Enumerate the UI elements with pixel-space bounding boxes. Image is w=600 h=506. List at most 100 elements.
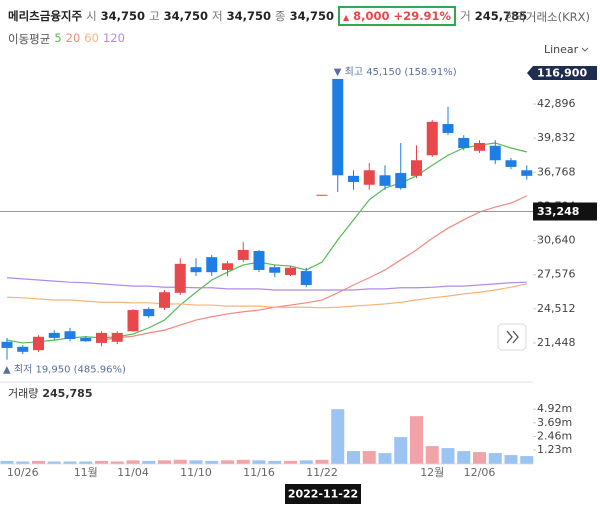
ma-legend-item: 5 <box>54 31 62 45</box>
x-tick-label: 10/26 <box>7 466 39 479</box>
y-tick-label: 39,832 <box>537 131 576 144</box>
candle-body <box>379 175 391 186</box>
max-arrow: ▼ <box>334 67 345 78</box>
candle-body <box>237 249 249 260</box>
candle-body <box>521 170 533 176</box>
volume-bar <box>425 446 439 464</box>
candle-body <box>489 145 501 161</box>
candle-body <box>426 121 438 156</box>
ma-line <box>101 195 528 341</box>
price-tag: 116,900 <box>537 67 587 80</box>
candle-body <box>395 173 407 189</box>
ma-legend-item: 20 <box>65 31 81 45</box>
field-value: 34,750 <box>163 9 209 23</box>
volume-bar <box>173 459 187 464</box>
volume-tick-label: 3.69m <box>537 416 572 429</box>
candle-body <box>474 142 485 151</box>
max-label: 최고 45,150 (158.91%) <box>345 66 457 78</box>
ma-legend-item: 60 <box>84 31 99 45</box>
volume-bar <box>315 459 329 464</box>
field-label: 종 <box>275 9 286 23</box>
min-label: 최저 19,950 (485.96%) <box>14 364 126 376</box>
stock-name: 메리츠금융지주 <box>8 9 83 23</box>
volume-bar <box>126 460 140 464</box>
ma-line <box>6 277 527 291</box>
volume-bar <box>205 460 219 464</box>
y-tick-label: 27,576 <box>537 268 576 281</box>
price-tag-bg <box>527 66 597 80</box>
candle-body <box>206 257 218 273</box>
volume-value: 245,785 <box>474 9 528 23</box>
volume-label: 거 <box>460 9 471 23</box>
volume-tick-label: 2.46m <box>537 429 572 442</box>
field-label: 저 <box>212 9 223 23</box>
y-tick-label: 24,512 <box>537 302 576 315</box>
volume-bar <box>0 460 14 464</box>
candle-body <box>411 160 422 176</box>
crosshair-price: 33,248 <box>537 205 579 218</box>
ma-legend-item: 120 <box>102 31 125 45</box>
volume-bar <box>63 461 77 464</box>
candle-body <box>348 175 359 182</box>
scroll-button[interactable] <box>497 323 527 351</box>
candle-body <box>174 263 186 293</box>
scale-chevron[interactable] <box>581 47 589 52</box>
volume-bar <box>252 460 266 464</box>
volume-bar <box>473 452 486 464</box>
field-value: 34,750 <box>226 9 272 23</box>
x-tick-label: 12월 <box>420 466 444 479</box>
volume-bar <box>520 456 534 464</box>
volume-bar <box>441 448 455 464</box>
volume-bar <box>142 460 156 464</box>
volume-tick-label: 4.92m <box>537 402 572 415</box>
volume-bar <box>16 461 30 464</box>
x-tick-label: 11/16 <box>243 466 275 479</box>
scale-label[interactable]: Linear <box>544 43 579 56</box>
volume-bar <box>236 459 250 464</box>
ma-line <box>6 283 527 309</box>
candle-body <box>316 194 328 196</box>
candle-body <box>96 332 107 343</box>
ma-legend-title: 이동평균 <box>8 32 51 46</box>
change-box: ▲ 8,000 +29.91% <box>338 6 457 26</box>
scale-toggle[interactable]: Linear <box>544 43 589 56</box>
x-tick-label: 12/06 <box>464 466 496 479</box>
change: 8,000 +29.91% <box>353 9 452 23</box>
candle-body <box>64 331 76 340</box>
min-annotation: ▲ 최저 19,950 (485.96%) <box>3 364 126 376</box>
candle-body <box>143 308 155 317</box>
candle-body <box>222 263 233 270</box>
x-tick-label: 11/10 <box>180 466 212 479</box>
y-tick-label: 42,896 <box>537 97 576 110</box>
candle-body <box>111 332 123 342</box>
candle-body <box>190 267 202 273</box>
exchange: 한국거래소(KRX) <box>504 10 590 24</box>
ma-line <box>6 142 527 344</box>
field-label: 시 <box>86 9 97 23</box>
volume-bar <box>362 451 376 464</box>
volume-bar <box>457 451 471 464</box>
scroll-icon[interactable] <box>506 330 519 344</box>
header: 메리츠금융지주 시 34,750 고 34,750 저 34,750 종 34,750 … <box>8 6 527 26</box>
min-arrow: ▲ <box>3 365 14 376</box>
volume-bar <box>410 416 423 464</box>
candle-body <box>505 160 517 167</box>
x-tick-label: 11/04 <box>117 466 149 479</box>
y-tick-label: 30,640 <box>537 234 576 247</box>
volume-bar <box>347 451 360 464</box>
crosshair-date-tag <box>285 484 361 504</box>
y-tick-label: 36,768 <box>537 165 576 178</box>
x-tick-label: 11월 <box>74 466 98 479</box>
candle-body <box>127 310 139 332</box>
field-label: 고 <box>149 9 160 23</box>
candle-body <box>48 332 60 338</box>
candle-body <box>17 346 29 352</box>
volume-title-label: 거래량 <box>8 387 38 400</box>
candle-body <box>33 336 44 351</box>
volume-bar <box>95 460 108 464</box>
y-tick-label: 21,448 <box>537 336 576 349</box>
crosshair-price-tag <box>533 202 597 221</box>
volume-bar <box>378 453 392 464</box>
ma-legend: 이동평균 5 20 60 120 <box>8 31 125 47</box>
